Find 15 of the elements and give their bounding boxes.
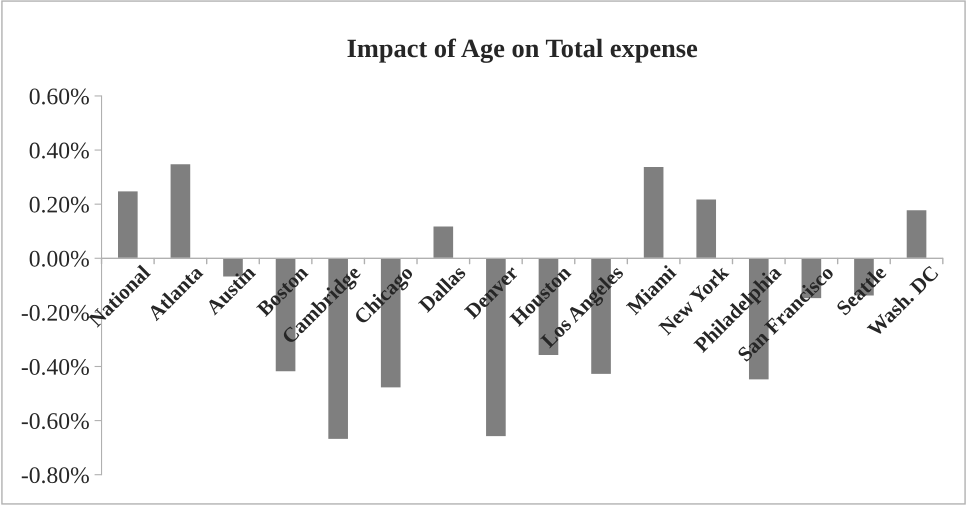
y-tick-label: 0.40% <box>30 142 89 159</box>
bar <box>169 162 192 259</box>
y-tick-label: 0.20% <box>30 196 89 213</box>
bar <box>642 166 665 259</box>
chart-title: Impact of Age on Total expense <box>347 38 698 63</box>
y-tick-label: -0.40% <box>22 358 89 376</box>
bar <box>432 225 455 259</box>
y-tick-label: 0.00% <box>30 250 89 267</box>
y-tick-label: 0.60% <box>30 88 89 104</box>
y-tick-label: -0.60% <box>22 413 89 430</box>
y-tick-label: -0.80% <box>22 467 89 484</box>
bar <box>695 198 718 259</box>
bar <box>116 190 140 259</box>
y-tick-label: -0.20% <box>22 304 89 321</box>
bar <box>905 208 928 259</box>
